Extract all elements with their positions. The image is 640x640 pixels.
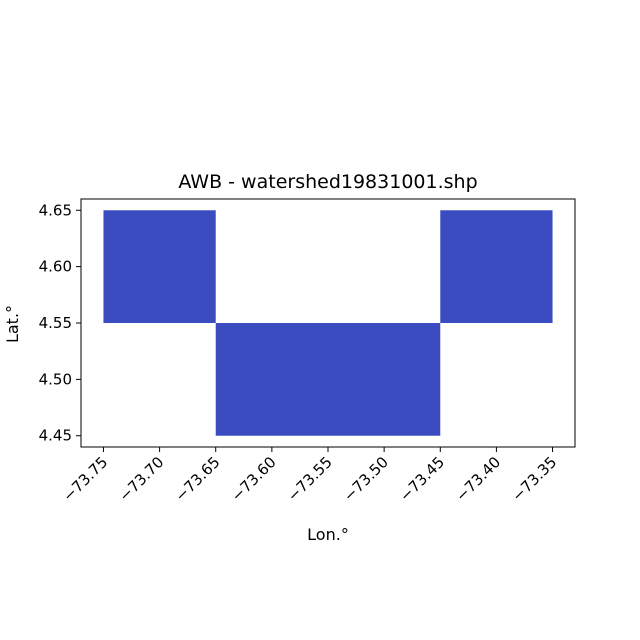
x-tick-label: −73.65 [172, 453, 224, 505]
x-tick-label: −73.70 [115, 453, 167, 505]
x-axis-label: Lon.° [307, 525, 349, 544]
y-tick-label: 4.55 [39, 314, 72, 332]
y-tick-label: 4.60 [39, 258, 72, 276]
x-tick-label: −73.45 [396, 453, 448, 505]
chart-title: AWB - watershed19831001.shp [178, 171, 477, 193]
y-tick-label: 4.45 [39, 427, 72, 445]
y-tick-label: 4.65 [39, 201, 72, 219]
x-tick-label: −73.55 [284, 453, 336, 505]
watershed-cell-1 [103, 210, 216, 323]
watershed-cell-2 [215, 323, 441, 436]
watershed-cell-3 [440, 210, 553, 323]
y-axis-ticks: 4.45 4.50 4.55 4.60 4.65 [39, 201, 81, 445]
x-tick-label: −73.50 [340, 453, 392, 505]
x-tick-label: −73.75 [59, 453, 111, 505]
x-axis-ticks: −73.75 −73.70 −73.65 −73.60 −73.55 −73.50 −73.… [59, 447, 560, 505]
x-tick-label: −73.60 [228, 453, 280, 505]
x-tick-label: −73.40 [452, 453, 504, 505]
x-tick-label: −73.35 [508, 453, 560, 505]
y-tick-label: 4.50 [39, 370, 72, 388]
watershed-cells [103, 210, 553, 436]
y-axis-label: Lat.° [3, 305, 22, 343]
